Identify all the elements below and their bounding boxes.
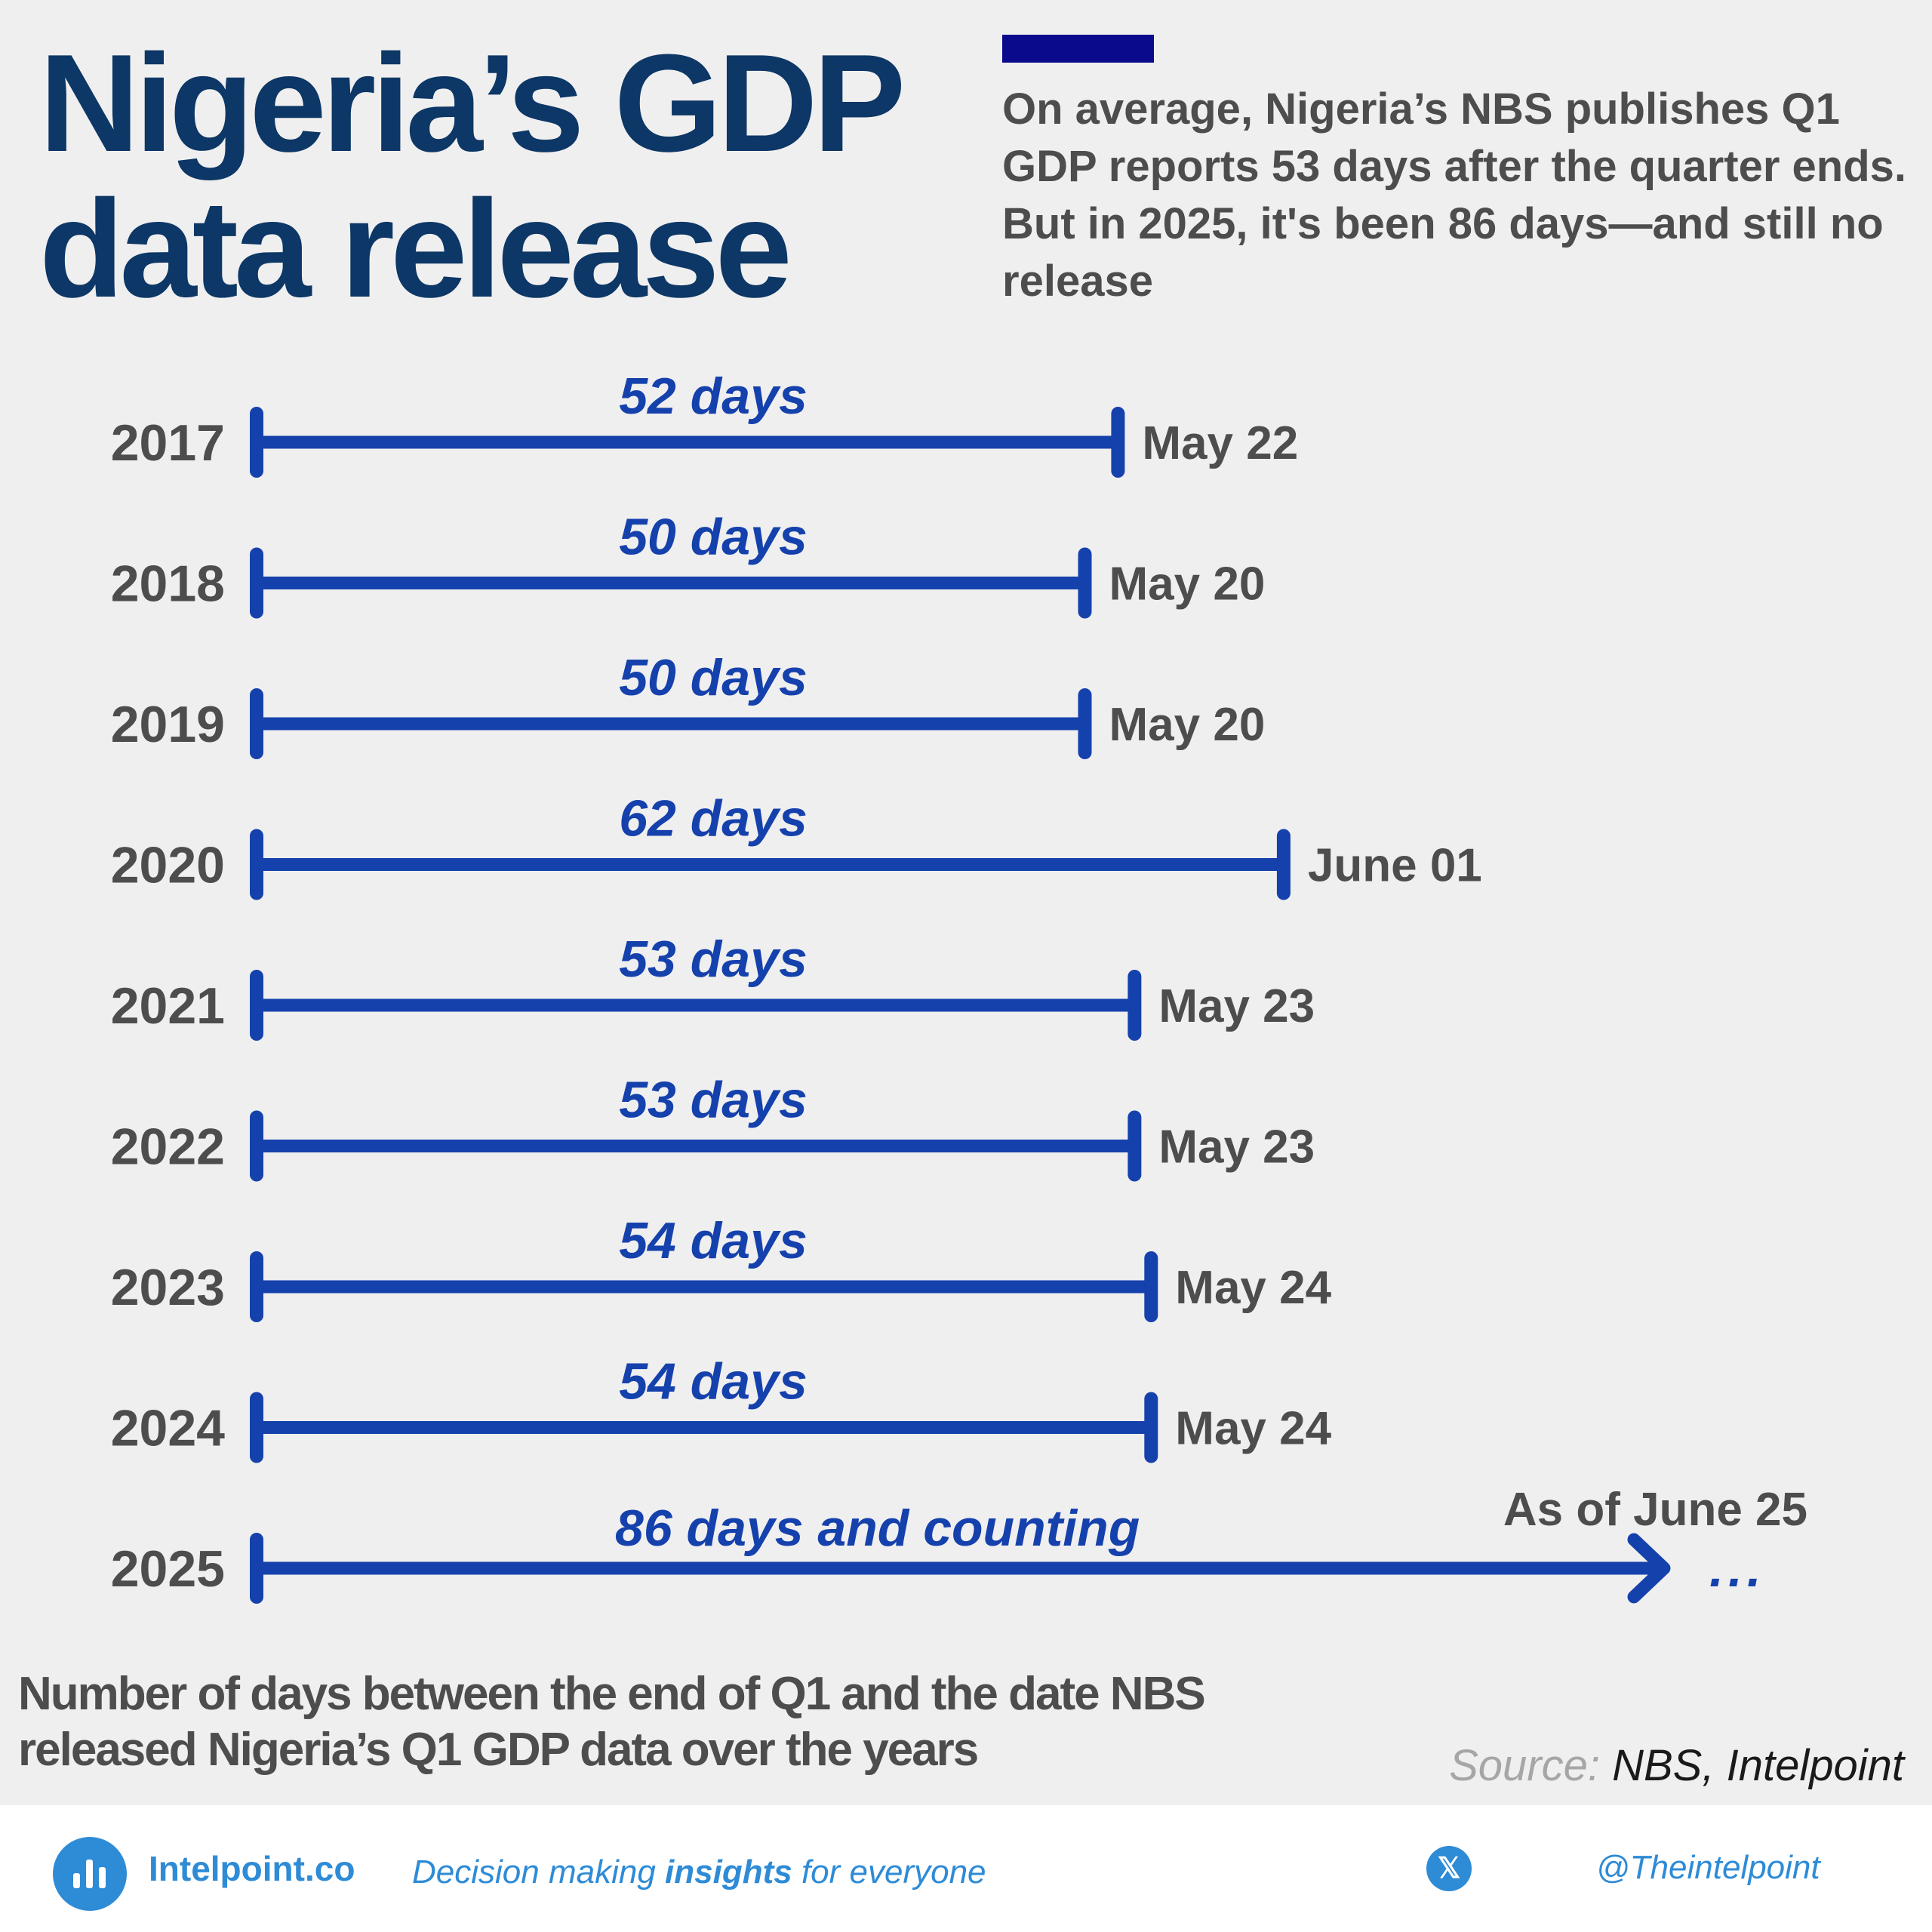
subtitle: On average, Nigeria’s NBS publishes Q1 G… xyxy=(1002,85,1907,306)
date-label: May 23 xyxy=(1158,980,1315,1032)
continuation-dots: ... xyxy=(1709,1540,1766,1598)
year-label: 2017 xyxy=(111,414,225,472)
days-label: 86 days and counting xyxy=(615,1500,1140,1557)
date-label: May 20 xyxy=(1109,558,1266,611)
social-handle[interactable]: @Theintelpoint xyxy=(1596,1849,1820,1886)
title-line-2: data release xyxy=(39,171,792,326)
source-prefix: Source: xyxy=(1449,1741,1600,1790)
year-label: 2018 xyxy=(111,555,225,613)
source-text: NBS, Intelpoint xyxy=(1612,1741,1904,1790)
year-label: 2019 xyxy=(111,696,225,753)
date-label: May 24 xyxy=(1175,1403,1331,1455)
arrow-head xyxy=(1627,1533,1671,1604)
bar-chart-logo-icon xyxy=(53,1837,127,1911)
days-label: 53 days xyxy=(619,931,808,988)
source-note: Source: NBS, Intelpoint xyxy=(1449,1740,1904,1791)
chart-note: Number of days between the end of Q1 and… xyxy=(18,1668,1206,1776)
date-label: May 20 xyxy=(1109,699,1266,751)
days-label: 50 days xyxy=(619,509,808,566)
date-label: As of June 25 xyxy=(1503,1484,1807,1536)
timeline-chart: 2017 May 22 52 days 2018 May 20 50 days 2019 Ma… xyxy=(111,368,1807,1604)
date-label: May 24 xyxy=(1175,1262,1331,1314)
year-label: 2023 xyxy=(111,1259,225,1316)
brand-link[interactable]: Intelpoint.co xyxy=(149,1849,355,1888)
tagline: Decision making insights for everyone xyxy=(412,1854,986,1890)
days-label: 50 days xyxy=(619,649,808,706)
year-label: 2022 xyxy=(111,1118,225,1176)
days-label: 53 days xyxy=(619,1072,808,1129)
date-label: May 23 xyxy=(1158,1121,1315,1174)
footer: Intelpoint.co Decision making insights f… xyxy=(0,1805,1932,1932)
days-label: 52 days xyxy=(619,368,808,425)
days-label: 62 days xyxy=(619,790,808,848)
days-label: 54 days xyxy=(619,1353,808,1411)
date-label: May 22 xyxy=(1142,417,1298,469)
x-logo-icon[interactable]: 𝕏 xyxy=(1426,1846,1472,1891)
year-label: 2021 xyxy=(111,977,225,1035)
year-label: 2024 xyxy=(111,1400,225,1457)
accent-bar xyxy=(1002,35,1154,63)
title-line-1: Nigeria’s GDP xyxy=(39,25,906,180)
year-label: 2020 xyxy=(111,837,225,894)
page-title: Nigeria’s GDP data release xyxy=(39,30,906,321)
year-label: 2025 xyxy=(111,1540,225,1598)
days-label: 54 days xyxy=(619,1212,808,1269)
date-label: June 01 xyxy=(1308,840,1482,892)
